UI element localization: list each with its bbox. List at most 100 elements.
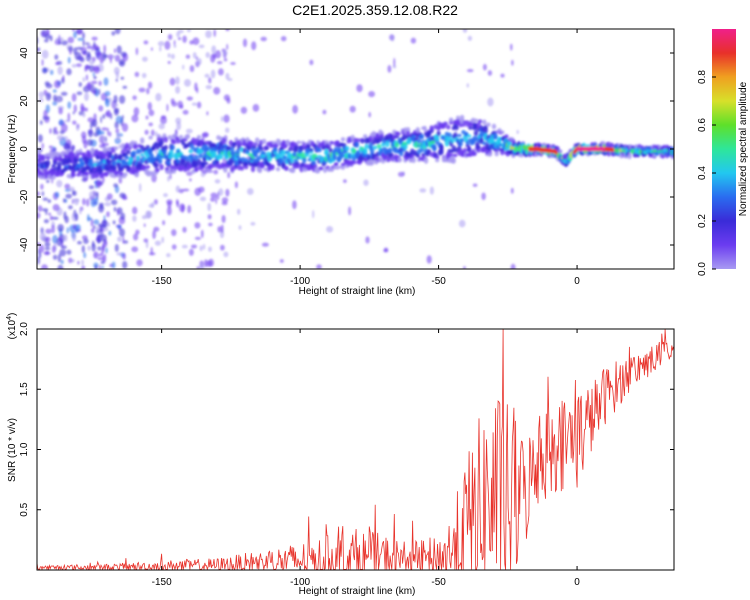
spectrogram-speckle — [52, 204, 60, 211]
spectrogram-speckle — [176, 121, 182, 131]
spectrogram-speckle — [117, 208, 120, 216]
spectrogram-speckle — [116, 252, 123, 256]
spectrogram-speckle — [98, 204, 105, 213]
spectrogram-ridge-cell — [253, 154, 258, 158]
spectrogram-speckle — [37, 248, 40, 255]
spectrogram-speckle — [516, 129, 519, 135]
spectrogram-speckle — [81, 259, 84, 266]
spectrogram-speckle — [197, 58, 202, 65]
spectrogram-speckle — [348, 206, 352, 216]
spectrogram-speckle — [500, 73, 505, 78]
spectrogram-speckle — [167, 53, 171, 58]
spectrogram-ridge-cell — [261, 151, 267, 155]
snr-x-label: Height of straight line (km) — [299, 586, 416, 597]
spectrogram-speckle — [120, 51, 127, 57]
spectrogram-speckle — [58, 34, 61, 43]
spectrogram-ridge-cell — [385, 140, 390, 148]
spectrogram-speckle — [242, 38, 248, 48]
spectrogram-speckle — [132, 215, 137, 222]
spectrogram-speckle — [182, 109, 189, 115]
spectrogram-speckle — [119, 61, 125, 65]
spectrogram-speckle — [89, 191, 96, 199]
spectrogram-ridge-cell — [149, 171, 155, 176]
spectrogram-marks — [37, 29, 674, 269]
spectrogram-speckle — [322, 109, 327, 115]
spectrogram-speckle — [107, 127, 109, 136]
spectrogram-ridge-cell — [292, 151, 297, 157]
spectrogram-peak-cell — [596, 147, 600, 151]
spectrogram-speckle — [83, 139, 88, 149]
spectrogram-speckle — [76, 46, 83, 51]
spectrogram-ridge-cell — [113, 146, 119, 151]
spectrogram-ridge-cell — [340, 137, 346, 142]
spectrogram-speckle — [105, 111, 109, 117]
spectrogram-speckle — [44, 38, 49, 43]
spectrogram-speckle — [226, 43, 229, 51]
spectrogram-speckle — [115, 78, 118, 82]
spectrogram-speckle — [190, 244, 198, 249]
spectrogram-ridge-cell — [155, 168, 160, 173]
spectrogram-speckle — [426, 255, 432, 264]
spectrogram-ridge-cell — [363, 148, 368, 154]
spectrogram-speckle — [66, 68, 72, 76]
spectrogram-speckle — [312, 210, 315, 219]
spectrogram-ridge-cell — [333, 162, 339, 166]
colorbar-tick-label: 0.2 — [697, 214, 708, 228]
spectrogram-ridge-cell — [558, 149, 563, 154]
spectrogram-speckle — [214, 179, 221, 184]
spectrogram-speckle — [213, 169, 219, 175]
spectrogram-peak-cell — [591, 147, 595, 151]
spectrogram-speckle — [79, 57, 85, 63]
spectrogram-speckle — [72, 120, 77, 125]
spectrogram-ridge-cell — [162, 148, 167, 156]
spectrogram-speckle — [73, 31, 77, 39]
spectrogram-ridge-cell — [403, 143, 408, 150]
spectrogram-ridge-cell — [221, 137, 227, 145]
spectrogram-speckle — [169, 173, 172, 180]
spectrogram-ridge-cell — [117, 154, 123, 161]
spectrogram-ridge-cell — [484, 143, 490, 147]
spectrogram-speckle — [181, 244, 188, 249]
spectrogram-speckle — [216, 61, 223, 65]
spectrogram-ridge-cell — [486, 122, 491, 127]
spectrogram-speckle — [72, 29, 75, 32]
spectrogram-speckle — [166, 253, 171, 258]
spectrogram-speckle — [131, 114, 139, 123]
spectrogram-ridge-cell — [476, 145, 481, 150]
spectrogram-ridge-cell — [70, 171, 76, 178]
spectrogram-speckle — [87, 81, 92, 87]
spectrogram-speckle — [120, 76, 125, 80]
spectrogram-ridge-cell — [158, 158, 163, 164]
colorbar-tick-label: 0.8 — [697, 70, 708, 84]
spectrogram-speckle — [220, 244, 225, 251]
spectrogram-speckle — [132, 206, 138, 215]
spectrogram-ridge-cell — [483, 125, 488, 130]
spectrogram-ridge-cell — [148, 135, 153, 140]
spectrogram-ridge-cell — [239, 165, 245, 171]
spectrogram-ridge-cell — [435, 158, 440, 163]
spectrogram-speckle — [166, 103, 169, 112]
spectrogram-speckle — [61, 40, 68, 46]
spectrogram-speckle — [53, 94, 57, 102]
spectrogram-ridge-cell — [295, 161, 300, 166]
spectrogram-ridge-cell — [454, 124, 459, 131]
spectrogram-ridge-cell — [399, 150, 404, 157]
spectrogram-ridge-cell — [394, 135, 400, 139]
spectrogram-speckle — [101, 219, 108, 229]
spectrogram-speckle — [95, 226, 100, 232]
spectrogram-speckle — [510, 187, 514, 194]
spectrogram-speckle — [48, 145, 53, 149]
spectrogram-ridge-cell — [235, 148, 240, 155]
spectrogram-ridge-cell — [84, 171, 90, 176]
spectrogram-y-tick-label: -20 — [19, 189, 30, 204]
spectrogram-ridge-cell — [487, 152, 492, 157]
spectrogram-speckle — [105, 247, 108, 254]
spectrogram-y-tick-label: -40 — [19, 237, 30, 252]
spectrogram-speckle — [40, 183, 44, 190]
spectrogram-peak-cell — [536, 147, 540, 152]
spectrogram-speckle — [100, 232, 104, 238]
spectrogram-peak-cell — [548, 148, 551, 153]
spectrogram-peak-cell — [576, 147, 580, 151]
spectrogram-speckle — [210, 192, 218, 198]
spectrogram-ridge-cell — [88, 157, 94, 165]
